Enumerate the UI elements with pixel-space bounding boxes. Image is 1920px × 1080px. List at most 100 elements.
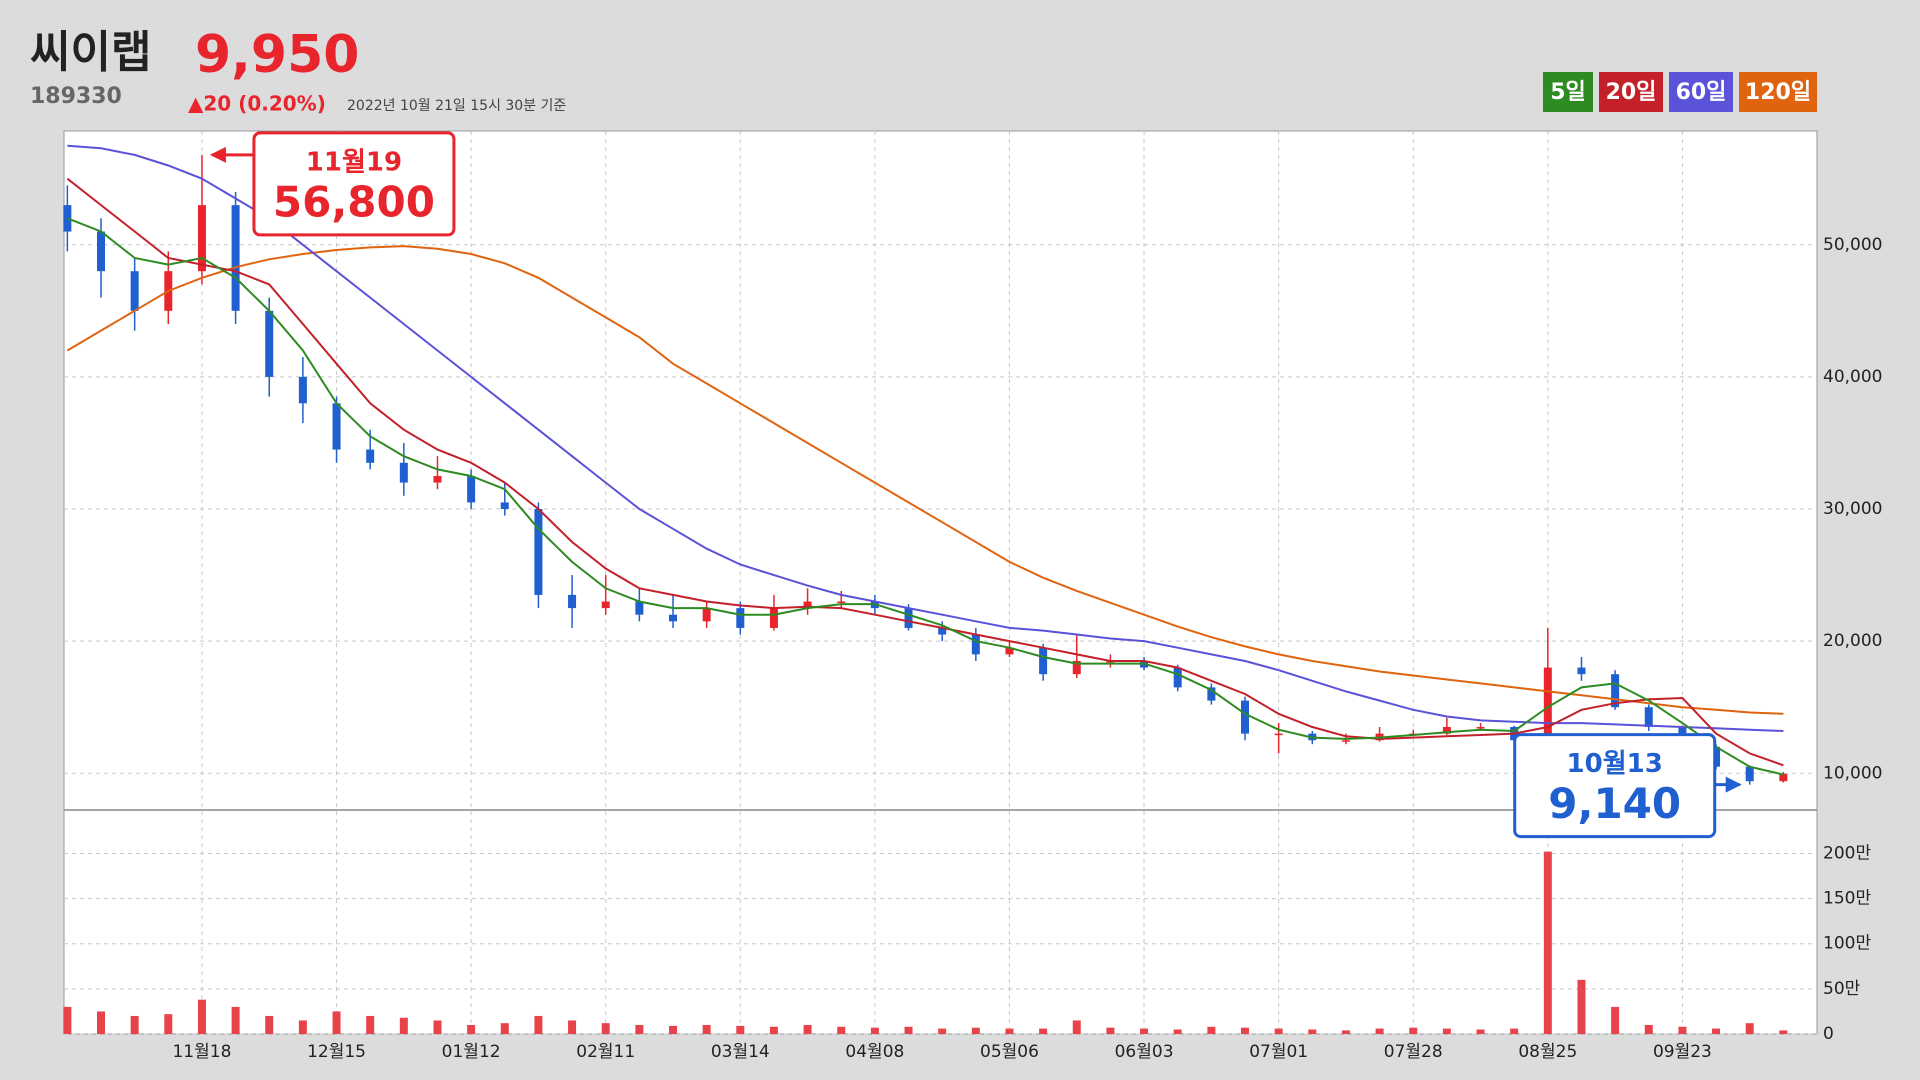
legend-swatch [1739,72,1817,112]
volume-bar [332,1011,341,1034]
timestamp: 2022년 10월 21일 15시 30분 기준 [347,98,566,114]
volume-bar [904,1026,913,1034]
x-tick-label: 07월01 [1249,1042,1308,1062]
legend-item[interactable]: 20일 [1599,72,1663,112]
volume-bar [265,1015,274,1034]
volume-bar [1543,851,1552,1034]
volume-tick-label: 100만 [1823,934,1871,954]
volume-bar [769,1026,778,1034]
candle-body [97,231,106,272]
y-tick-label: 40,000 [1823,367,1882,387]
candle-body [500,502,509,510]
x-tick-label: 02월11 [576,1042,635,1062]
volume-bar [366,1015,375,1034]
candle-body [1241,700,1250,734]
legend-label: 60일 [1676,80,1727,105]
volume-bar [837,1026,846,1034]
volume-bar [63,1006,72,1034]
volume-bar [870,1027,879,1034]
volume-bar [1308,1029,1317,1034]
candle-body [938,627,947,635]
x-tick-label: 06월03 [1115,1042,1174,1062]
volume-bar [1779,1030,1788,1034]
moving-average-line [66,245,1784,715]
x-tick-label: 04월08 [845,1042,904,1062]
candle-body [635,601,644,615]
volume-bar [534,1015,543,1034]
legend-label: 5일 [1550,80,1586,105]
volume-bar [669,1025,678,1034]
candle-body [803,601,812,609]
y-tick-label: 10,000 [1823,763,1882,783]
x-tick-label: 01월12 [442,1042,501,1062]
legend-swatch [1669,72,1733,112]
annotation-value: 56,800 [273,177,435,226]
candle-body [534,509,543,595]
volume-bar [1375,1028,1384,1034]
legend-item[interactable]: 5일 [1543,72,1593,112]
legend-item[interactable]: 120일 [1739,72,1817,112]
moving-average-line [67,144,1784,732]
candle-body [63,205,72,232]
volume-bar [803,1024,812,1034]
moving-average-line [66,177,1784,767]
volume-bar [97,1011,106,1034]
candle-body [769,608,778,628]
stock-name: 씨이랩 [30,27,151,78]
volume-bar [1173,1029,1182,1034]
plot-area [63,130,1818,1035]
annotation-date: 10월13 [1567,749,1663,779]
volume-bar [1644,1024,1653,1034]
volume-bar [1712,1028,1721,1034]
volume-bar [130,1015,139,1034]
candle-body [904,608,913,628]
volume-bar [197,999,206,1034]
legend-item[interactable]: 60일 [1669,72,1733,112]
volume-bar [1510,1028,1519,1034]
volume-bar [1039,1028,1048,1034]
candle-body [837,601,846,604]
volume-bar [399,1017,408,1034]
candle-body [1442,727,1451,734]
candle-body [130,271,139,311]
volume-bar [938,1028,947,1034]
volume-bar [1409,1027,1418,1034]
candle-body [298,376,307,404]
candle-body [399,462,408,483]
volume-bar [231,1006,240,1034]
y-tick-label: 50,000 [1823,235,1882,255]
candle-body [669,614,678,622]
candle-body [1644,707,1653,728]
volume-bar [736,1025,745,1034]
volume-bar [1274,1028,1283,1034]
candle-body [736,608,745,628]
volume-bar [1678,1026,1687,1034]
annotation-arrowhead [209,146,226,163]
candle-body [1577,667,1586,675]
candle-body [433,475,442,483]
x-tick-label: 05월06 [980,1042,1039,1062]
candle-body [1173,667,1182,688]
candle-body [366,449,375,463]
price-change: ▲20 (0.20%) [188,92,326,116]
volume-tick-label: 200만 [1823,843,1871,863]
volume-bar [1072,1020,1081,1034]
volume-bar [1341,1030,1350,1034]
candle-body [568,594,577,609]
candle-body [1274,733,1283,736]
annotation-arrowhead [1725,776,1742,793]
moving-average-line [67,217,1784,776]
candle-body [265,310,274,377]
candle-body [1039,647,1048,675]
annotation-date: 11월19 [306,147,402,177]
candle-body [1207,687,1216,701]
legend-label: 120일 [1745,80,1811,105]
annotation-box [252,131,456,237]
volume-bar [1241,1027,1250,1034]
volume-bar [601,1023,610,1034]
candle-body [1779,773,1788,782]
volume-bar [635,1024,644,1034]
x-tick-label: 08월25 [1518,1042,1577,1062]
